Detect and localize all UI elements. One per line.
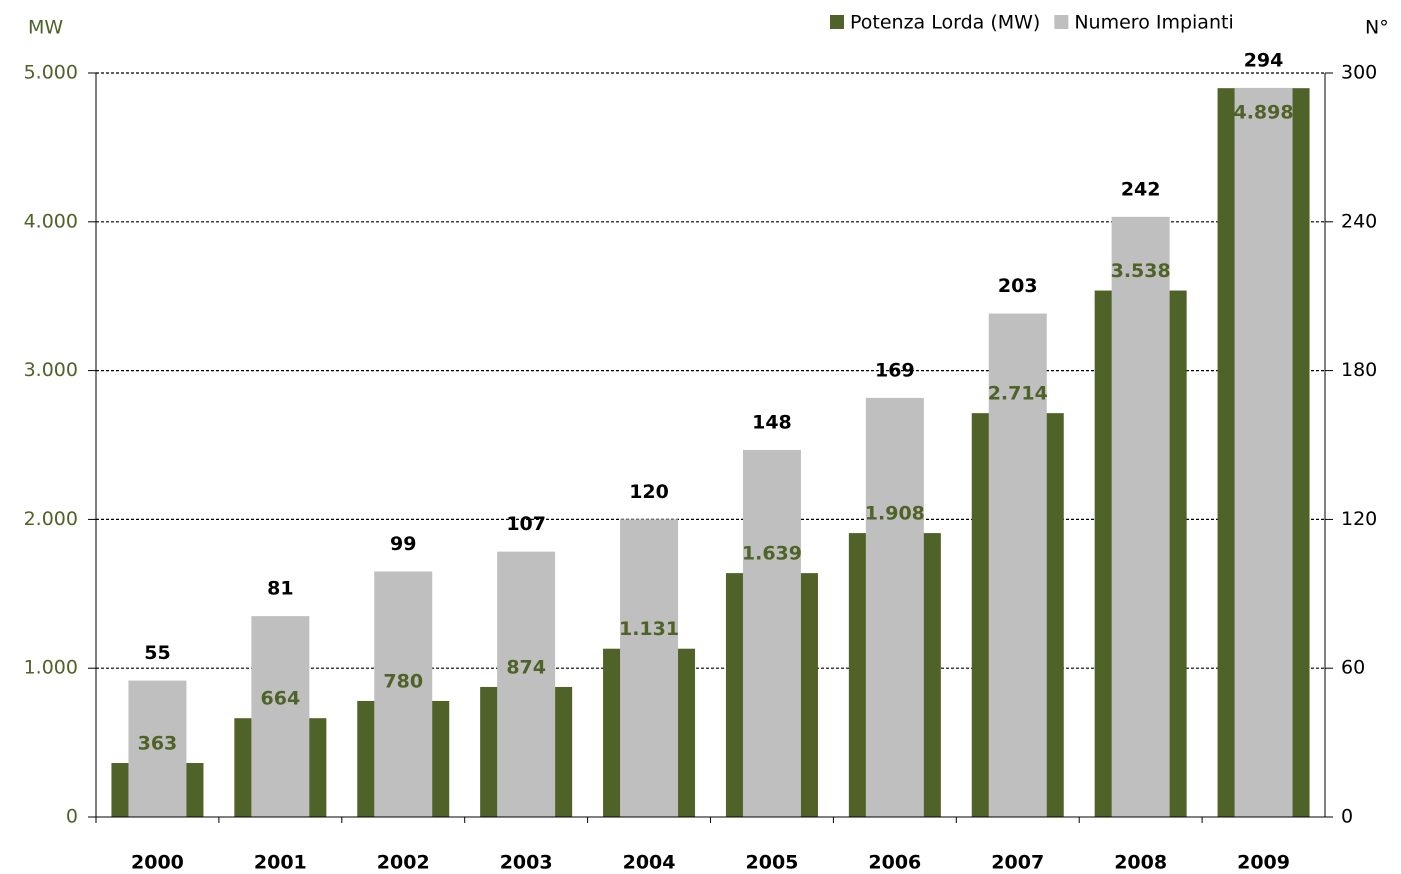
data-label: 203 <box>998 275 1038 297</box>
bar <box>865 397 924 817</box>
x-tick-label: 2008 <box>1114 852 1167 874</box>
y-axis-label: MW <box>28 17 63 39</box>
y-tick-label: 3.000 <box>24 359 78 381</box>
x-tick-label: 2006 <box>868 852 921 874</box>
y-tick-label: 4.000 <box>24 210 78 232</box>
x-tick-label: 2001 <box>254 852 307 874</box>
y2-tick-label: 60 <box>1341 657 1365 679</box>
bar <box>1111 216 1170 818</box>
x-tick-label: 2007 <box>991 852 1044 874</box>
x-tick-label: 2002 <box>377 852 430 874</box>
y-tick-label: 0 <box>66 806 78 828</box>
y2-tick-label: 0 <box>1341 806 1353 828</box>
data-label: 2.714 <box>988 383 1048 405</box>
y2-tick-label: 300 <box>1341 62 1377 84</box>
data-label: 81 <box>267 578 293 600</box>
data-label: 874 <box>506 656 546 678</box>
data-label: 169 <box>875 359 915 381</box>
bar <box>620 519 679 817</box>
x-tick-label: 2004 <box>623 852 676 874</box>
data-label: 1.639 <box>742 543 802 565</box>
legend-label: Numero Impianti <box>1074 12 1233 34</box>
bar <box>497 551 556 817</box>
y2-tick-label: 120 <box>1341 508 1377 530</box>
legend-swatch <box>830 15 844 29</box>
bar <box>128 680 187 817</box>
data-label: 363 <box>138 732 178 754</box>
bar <box>374 571 433 817</box>
data-label: 242 <box>1121 178 1161 200</box>
data-label: 3.538 <box>1111 260 1171 282</box>
x-tick-label: 2003 <box>500 852 553 874</box>
y2-tick-label: 180 <box>1341 359 1377 381</box>
legend-swatch <box>1054 15 1069 29</box>
x-tick-label: 2009 <box>1237 852 1290 874</box>
y2-tick-label: 240 <box>1341 210 1377 232</box>
data-label: 99 <box>390 533 416 555</box>
data-label: 780 <box>383 670 423 692</box>
data-label: 148 <box>752 411 792 433</box>
data-label: 1.908 <box>865 503 925 525</box>
y2-axis-label: N° <box>1365 17 1389 39</box>
bar <box>742 449 801 817</box>
data-label: 120 <box>629 481 669 503</box>
y-tick-label: 5.000 <box>24 62 78 84</box>
x-tick-label: 2000 <box>131 852 184 874</box>
y-tick-label: 1.000 <box>24 657 78 679</box>
data-label: 107 <box>506 513 546 535</box>
x-tick-label: 2005 <box>746 852 799 874</box>
bar <box>251 616 310 817</box>
y-tick-label: 2.000 <box>24 508 78 530</box>
bar <box>1234 87 1293 817</box>
data-label: 664 <box>261 688 301 710</box>
data-label: 4.898 <box>1233 102 1293 124</box>
bar <box>988 313 1047 817</box>
legend-label: Potenza Lorda (MW) <box>850 12 1040 34</box>
data-label: 55 <box>144 642 170 664</box>
data-label: 294 <box>1244 49 1284 71</box>
data-label: 1.131 <box>619 618 679 640</box>
